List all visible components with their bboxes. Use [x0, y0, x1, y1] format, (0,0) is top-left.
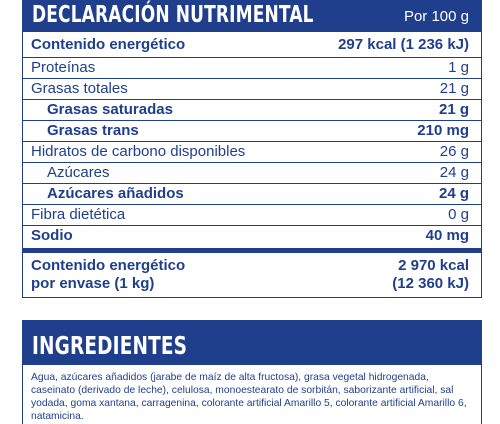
- row-label: Fibra dietética: [31, 206, 126, 223]
- divider: [23, 141, 481, 142]
- row-sugars: Azúcares 24 g: [31, 163, 469, 183]
- row-carbohydrates: Hidratos de carbono disponibles 26 g: [31, 142, 469, 162]
- ingredients-panel: INGREDIENTES Agua, azúcares añadidos (ja…: [22, 320, 482, 424]
- divider: [23, 204, 481, 205]
- row-package-energy-line2: por envase (1 kg) (12 360 kJ): [31, 274, 469, 294]
- row-value: 40 mg: [425, 227, 469, 244]
- divider: [23, 99, 481, 100]
- row-energy: Contenido energético 297 kcal (1 236 kJ): [31, 35, 469, 55]
- row-added-sugars: Azúcares añadidos 24 g: [31, 184, 469, 204]
- ingredients-header: INGREDIENTES: [23, 321, 481, 365]
- row-label: Grasas trans: [47, 122, 139, 139]
- ingredients-text: Agua, azúcares añadidos (jarabe de maíz …: [31, 372, 467, 422]
- nutrition-facts-panel: DECLARACIÓN NUTRIMENTAL Por 100 g Conten…: [22, 0, 482, 298]
- divider-thick: [23, 248, 481, 253]
- row-total-fat: Grasas totales 21 g: [31, 79, 469, 99]
- row-value: 297 kcal (1 236 kJ): [338, 36, 469, 53]
- row-label: Grasas saturadas: [47, 101, 173, 118]
- row-value: 210 mg: [417, 122, 469, 139]
- divider: [23, 225, 481, 226]
- row-value: 24 g: [439, 164, 469, 181]
- row-value: 21 g: [438, 101, 469, 118]
- row-value: 24 g: [438, 185, 469, 202]
- divider: [23, 57, 481, 58]
- row-label: Azúcares añadidos: [47, 185, 184, 202]
- row-saturated-fat: Grasas saturadas 21 g: [31, 100, 469, 120]
- row-label: Proteínas: [31, 59, 96, 76]
- row-label: Azúcares: [47, 164, 110, 181]
- nutrition-header: DECLARACIÓN NUTRIMENTAL Por 100 g: [23, 0, 481, 32]
- row-protein: Proteínas 1 g: [31, 58, 469, 78]
- row-value: 2 970 kcal: [398, 257, 469, 274]
- ingredients-title: INGREDIENTES: [32, 331, 188, 360]
- row-value: 21 g: [439, 80, 469, 97]
- divider: [23, 183, 481, 184]
- row-label: Grasas totales: [31, 80, 128, 97]
- serving-basis: Por 100 g: [403, 8, 469, 25]
- row-label: Contenido energético: [31, 257, 186, 274]
- row-package-energy-line1: Contenido energético 2 970 kcal: [31, 256, 469, 276]
- nutrition-title: DECLARACIÓN NUTRIMENTAL: [32, 2, 314, 28]
- row-value: 1 g: [448, 59, 469, 76]
- row-value: 26 g: [439, 143, 469, 160]
- row-label: por envase (1 kg): [31, 275, 155, 292]
- row-sodium: Sodio 40 mg: [31, 226, 469, 246]
- row-trans-fat: Grasas trans 210 mg: [31, 121, 469, 141]
- row-label: Hidratos de carbono disponibles: [31, 143, 246, 160]
- row-value: 0 g: [448, 206, 469, 223]
- divider: [23, 162, 481, 163]
- row-value: (12 360 kJ): [392, 275, 469, 292]
- divider: [23, 120, 481, 121]
- row-fiber: Fibra dietética 0 g: [31, 205, 469, 225]
- row-label: Contenido energético: [31, 36, 186, 53]
- divider: [23, 78, 481, 79]
- row-label: Sodio: [31, 227, 73, 244]
